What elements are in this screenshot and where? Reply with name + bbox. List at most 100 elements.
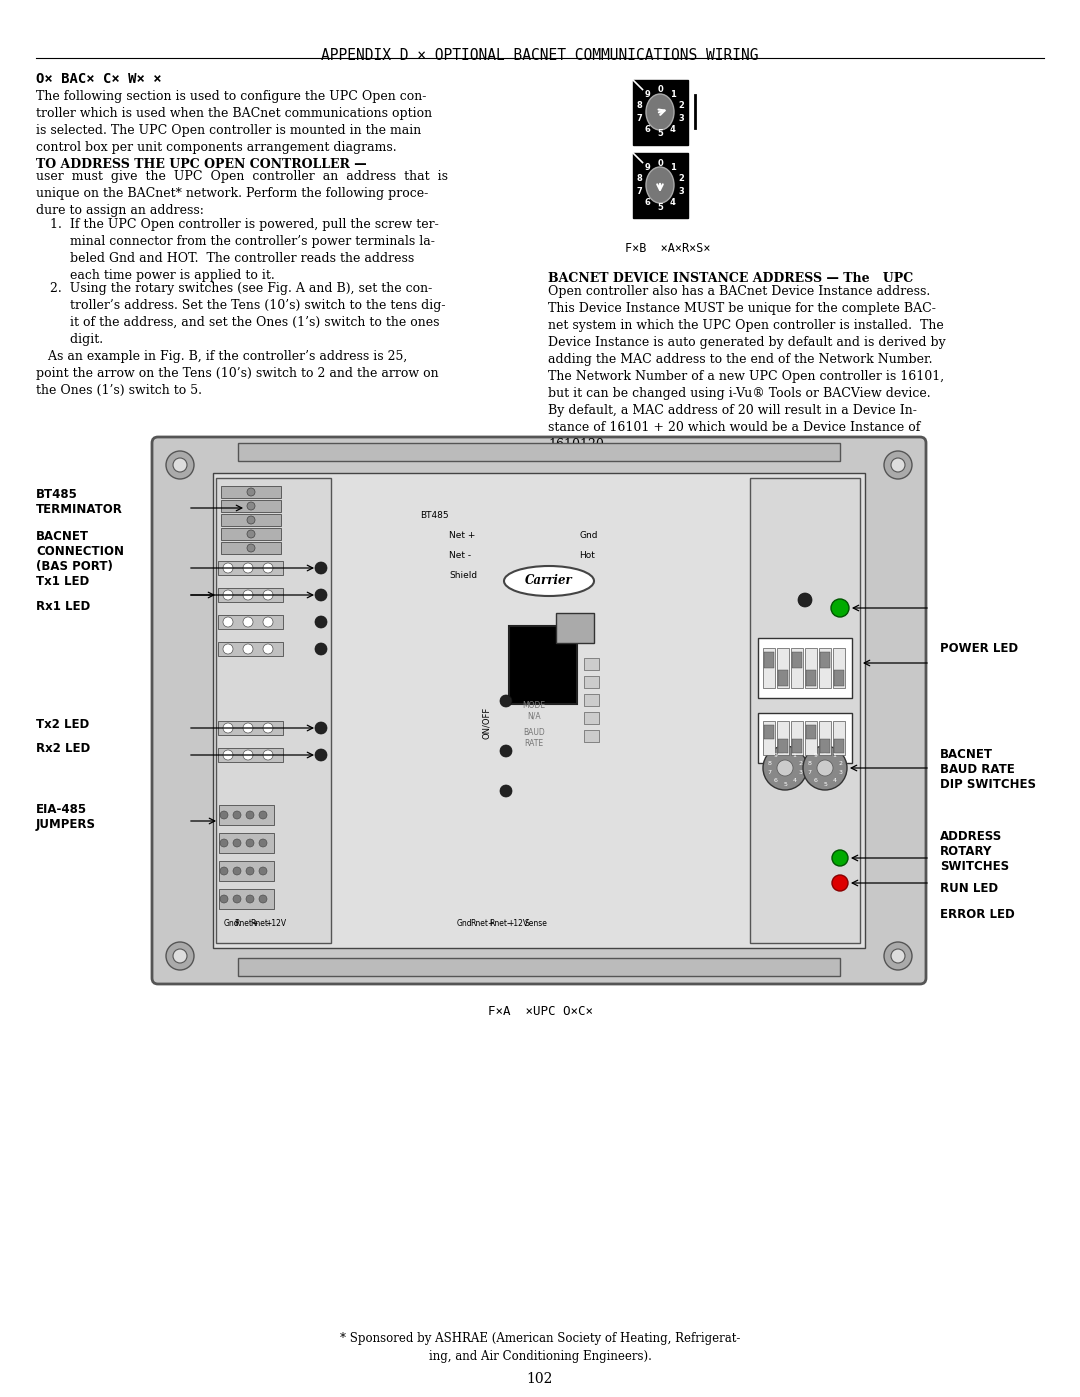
Bar [819,721,831,754]
Text: 7: 7 [808,770,812,775]
Text: BT485: BT485 [420,510,448,520]
Bar [584,694,599,705]
Text: 9: 9 [644,89,650,99]
Text: 102: 102 [527,1372,553,1386]
Circle shape [233,840,241,847]
Bar [758,712,852,763]
Text: 9: 9 [644,162,650,172]
Circle shape [804,746,847,789]
Bar [238,443,840,461]
Bar [778,739,788,753]
Text: As an example in Fig. B, if the controller’s address is 25,
point the arrow on t: As an example in Fig. B, if the controll… [36,351,438,397]
Circle shape [315,643,327,655]
Text: APPENDIX D × OPTIONAL BACNET COMMUNICATIONS WIRING: APPENDIX D × OPTIONAL BACNET COMMUNICATI… [321,47,759,63]
Bar [777,721,789,754]
Circle shape [315,722,327,733]
Text: 1: 1 [793,753,796,757]
Circle shape [243,590,253,599]
Text: MODE
N/A: MODE N/A [523,701,545,721]
Circle shape [315,616,327,629]
Text: 0: 0 [657,85,663,95]
Circle shape [500,694,512,707]
Bar [221,486,281,497]
Circle shape [885,451,912,479]
Bar [509,626,577,704]
Bar [792,739,802,753]
Text: 5: 5 [783,781,787,787]
Bar [584,676,599,687]
Circle shape [246,812,254,819]
Bar [758,638,852,698]
Text: POWER LED: POWER LED [940,643,1018,655]
Text: 0: 0 [783,750,787,754]
Text: 2.  Using the rotary switches (see Fig. A and B), set the con-
     troller’s ad: 2. Using the rotary switches (see Fig. A… [50,282,446,346]
Text: 7: 7 [636,187,642,197]
Text: Rnet+: Rnet+ [470,918,495,928]
Circle shape [220,895,228,902]
Text: Rnet+: Rnet+ [233,918,258,928]
Text: Carrier: Carrier [525,574,572,588]
Circle shape [246,840,254,847]
Text: Gnd: Gnd [579,531,597,539]
Text: 6: 6 [773,778,778,784]
Circle shape [173,458,187,472]
Text: Tx1 LED: Tx1 LED [36,576,90,588]
Text: 9: 9 [773,753,778,757]
Text: 1: 1 [670,162,676,172]
Circle shape [259,895,267,902]
Text: Rx1 LED: Rx1 LED [36,599,91,613]
Text: * Sponsored by ASHRAE (American Society of Heating, Refrigerat-: * Sponsored by ASHRAE (American Society … [340,1331,740,1345]
Text: F×B  ×A×R×S×: F×B ×A×R×S× [625,242,711,256]
Bar [584,712,599,724]
Bar [584,731,599,742]
Circle shape [832,875,848,891]
Circle shape [777,760,793,775]
Bar [218,562,283,576]
Bar [764,652,774,668]
Bar [633,80,688,144]
Bar [820,739,831,753]
Circle shape [222,750,233,760]
Bar [778,671,788,686]
Bar [777,648,789,687]
Bar [833,648,845,687]
Text: Sense: Sense [525,918,548,928]
Text: 1.  If the UPC Open controller is powered, pull the screw ter-
     minal connec: 1. If the UPC Open controller is powered… [50,218,438,282]
Circle shape [166,451,194,479]
Bar [762,648,775,687]
Bar [218,643,283,657]
Text: Gnd: Gnd [456,918,472,928]
Text: Net -: Net - [449,550,471,560]
Bar [762,721,775,754]
Circle shape [264,617,273,627]
Bar [819,648,831,687]
Circle shape [264,750,273,760]
Bar [221,528,281,541]
Bar [221,500,281,511]
Bar [219,888,274,909]
Circle shape [264,563,273,573]
Circle shape [243,563,253,573]
Text: 7: 7 [768,770,772,775]
Text: 0: 0 [823,750,827,754]
Bar [216,478,330,943]
Bar [556,613,594,643]
Text: F×A  ×UPC O×C×: F×A ×UPC O×C× [487,1004,593,1018]
Bar [218,747,283,761]
Text: 6: 6 [644,126,650,134]
Circle shape [222,563,233,573]
Text: 4: 4 [833,778,836,784]
Circle shape [222,617,233,627]
Text: EIA-485
JUMPERS: EIA-485 JUMPERS [36,803,96,831]
Text: 1: 1 [670,89,676,99]
Text: ERROR LED: ERROR LED [940,908,1015,921]
Text: Rx2 LED: Rx2 LED [36,742,91,754]
Text: BT485
TERMINATOR: BT485 TERMINATOR [36,488,123,515]
Bar [221,542,281,555]
Circle shape [246,895,254,902]
Text: Hot: Hot [579,550,595,560]
Bar [633,152,688,218]
Text: BACNET DEVICE INSTANCE ADDRESS — The   UPC: BACNET DEVICE INSTANCE ADDRESS — The UPC [548,272,914,285]
Text: Open controller also has a BACnet Device Instance address.
This Device Instance : Open controller also has a BACnet Device… [548,285,946,451]
Circle shape [220,840,228,847]
